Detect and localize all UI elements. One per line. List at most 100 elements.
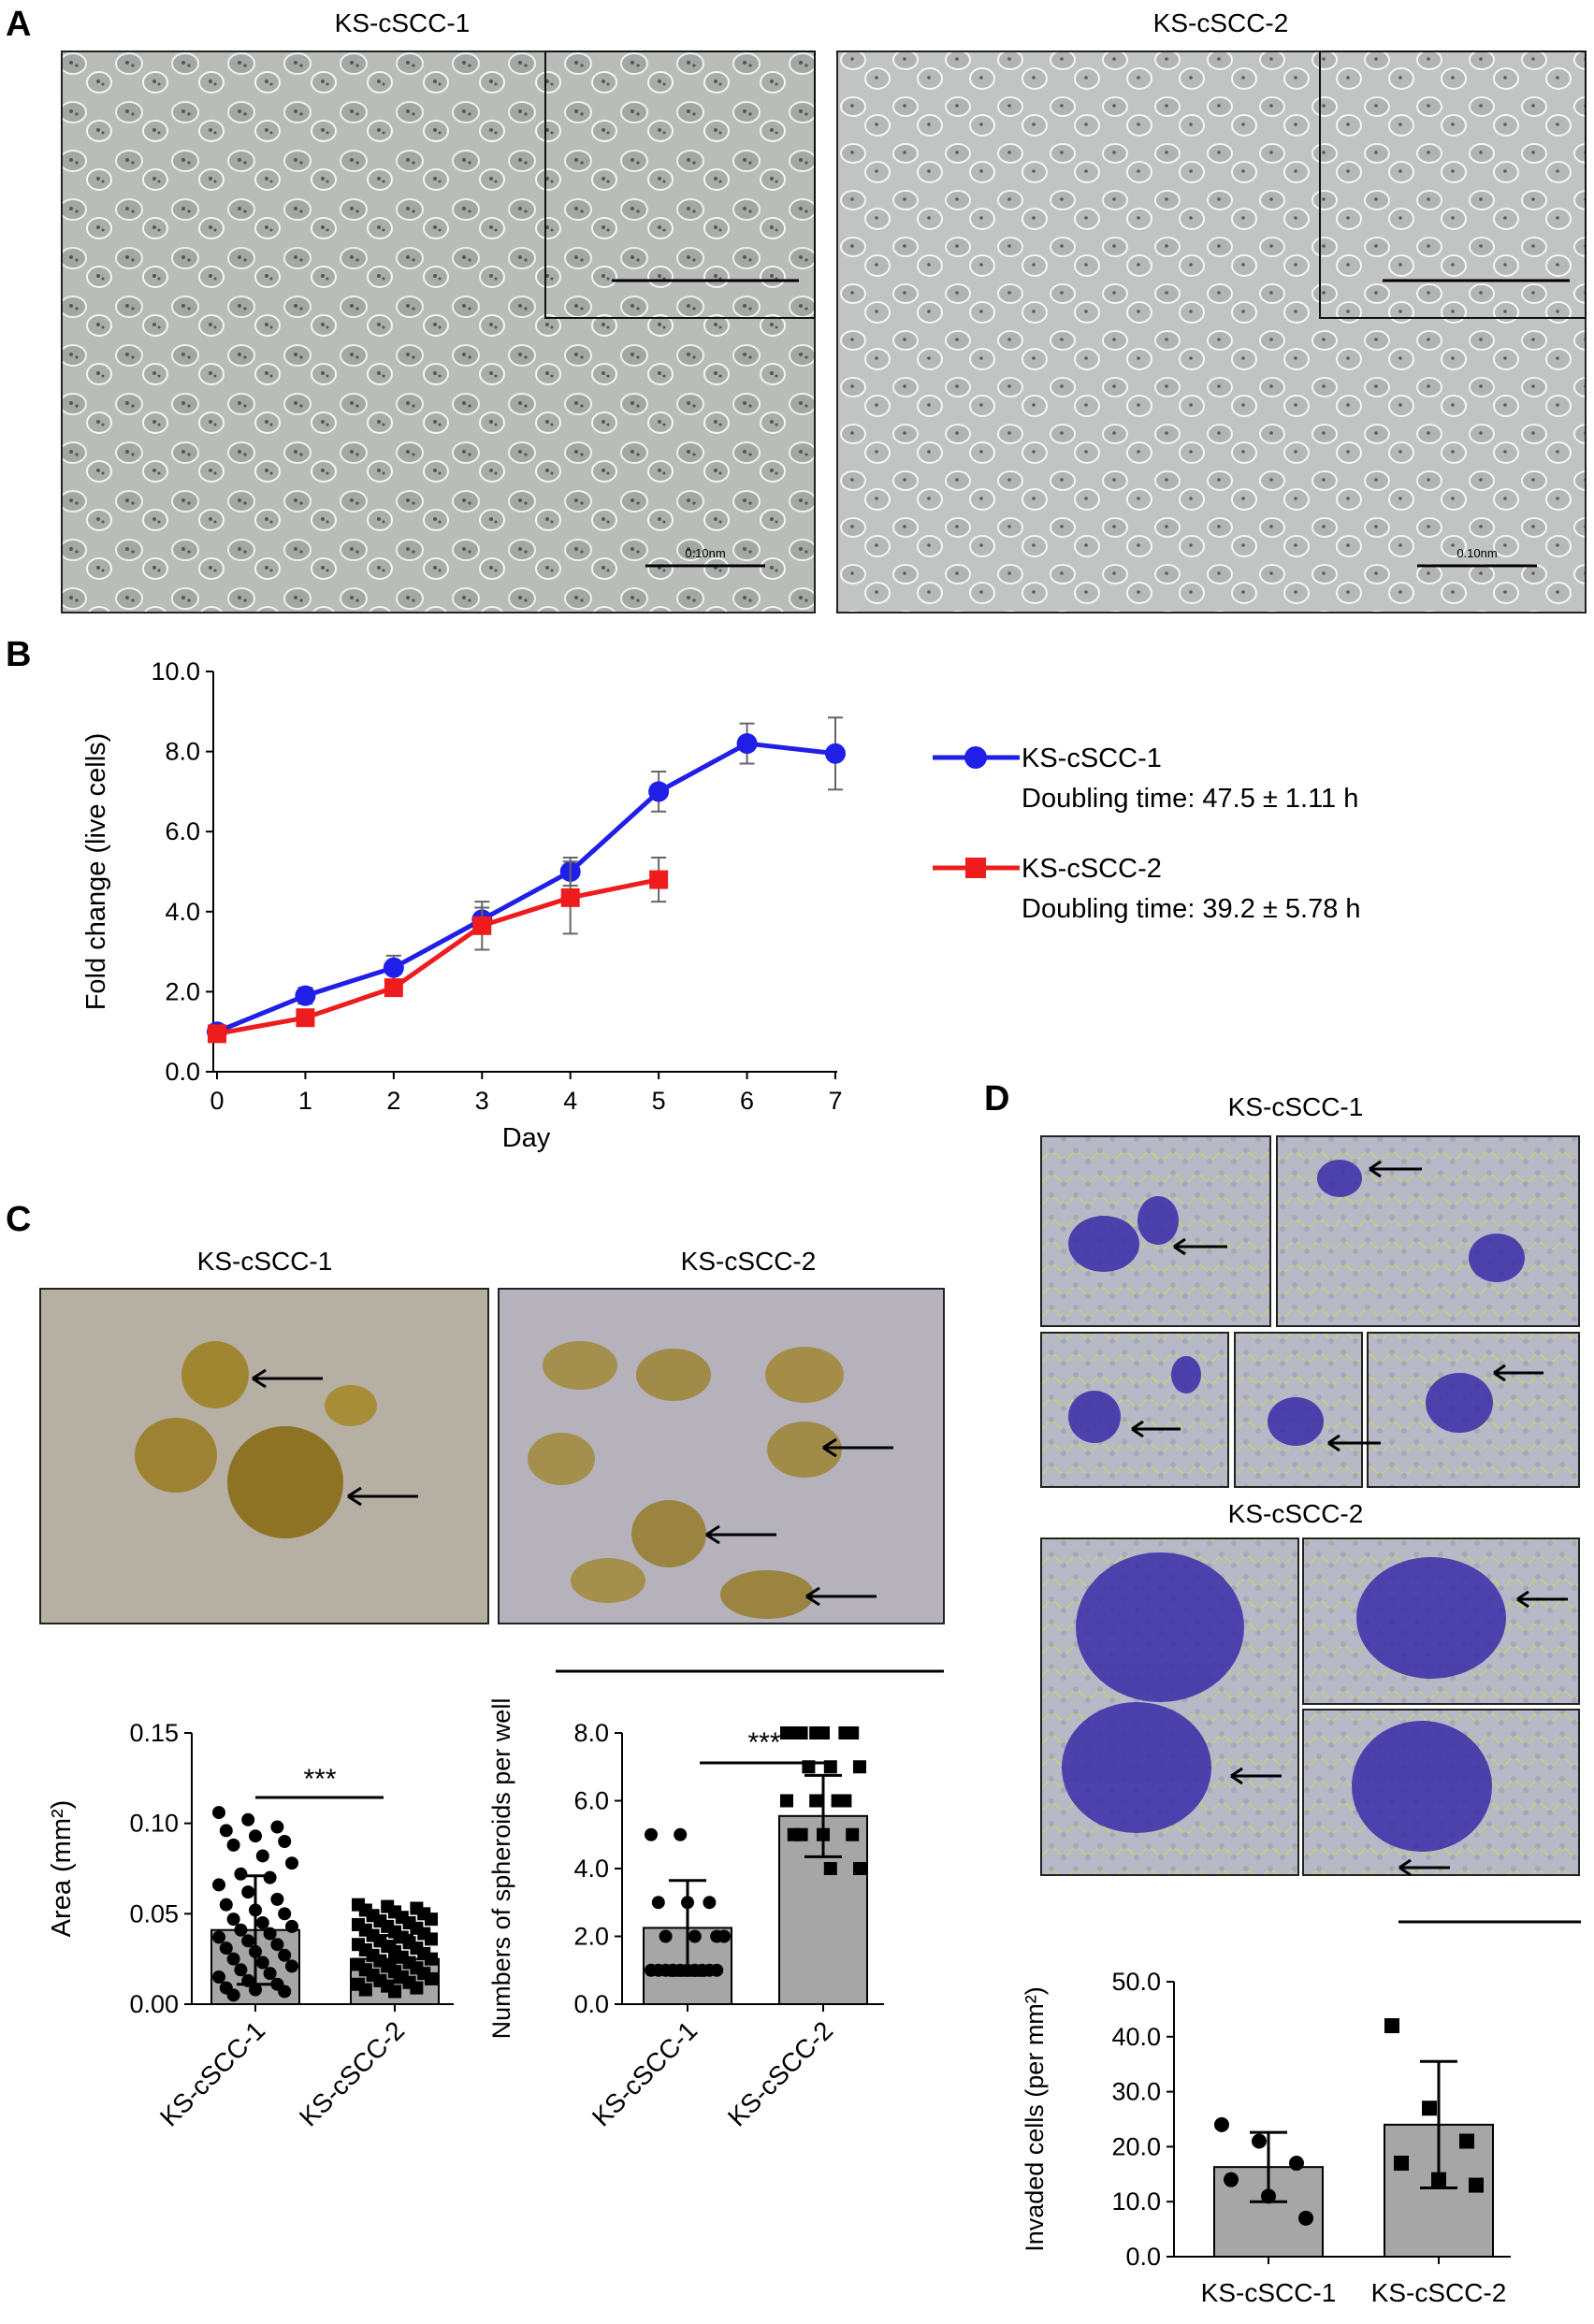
- y-tick-label: 4.0: [165, 898, 200, 926]
- invasion-images-ks-cscc-1: [1040, 1135, 1580, 1488]
- data-point-circle: [648, 781, 670, 802]
- data-point: [263, 1927, 277, 1941]
- data-point: [1384, 2018, 1399, 2034]
- data-point: [846, 1827, 860, 1841]
- data-point: [809, 1794, 823, 1808]
- data-point-square: [649, 870, 669, 889]
- y-tick-label: 0.0: [165, 1058, 200, 1086]
- data-point: [645, 1827, 658, 1841]
- data-point: [1422, 2100, 1437, 2116]
- panel-a-title-2: KS-cSCC-2: [1153, 8, 1289, 37]
- series-line-2: [216, 877, 659, 1036]
- data-point: [659, 1963, 673, 1977]
- x-tick-label: 1: [298, 1087, 312, 1115]
- data-point: [425, 1913, 438, 1927]
- data-point: [212, 1930, 225, 1944]
- y-tick-label: 0.15: [129, 1719, 179, 1747]
- data-point: [270, 1820, 284, 1834]
- y-tick-label: 4.0: [573, 1855, 609, 1883]
- data-point: [674, 1827, 688, 1841]
- panel-label-d: D: [984, 1079, 1009, 1119]
- data-point: [263, 1870, 277, 1884]
- data-point-square: [296, 1008, 315, 1028]
- data-point: [1224, 2172, 1239, 2187]
- data-point: [794, 1726, 808, 1739]
- y-tick-label: 0.00: [129, 1990, 179, 2018]
- data-point: [1394, 2156, 1409, 2172]
- x-category-label: KS-cSCC-1: [154, 2015, 270, 2131]
- y-tick-label: 10.0: [151, 657, 200, 686]
- data-point: [234, 1867, 248, 1881]
- x-axis-title: Day: [502, 1123, 551, 1153]
- y-tick-label: 30.0: [1111, 2078, 1161, 2106]
- y-tick-label: 2.0: [573, 1923, 609, 1951]
- y-axis-title: Invaded cells (per mm²): [1021, 1986, 1049, 2252]
- x-tick-label: 5: [652, 1087, 666, 1115]
- inset-zoom-2: [1319, 51, 1587, 319]
- legend-series-name: KS-cSCC-1: [1022, 743, 1162, 773]
- data-point-square: [384, 978, 403, 998]
- data-point: [226, 1913, 240, 1927]
- data-point: [270, 1938, 284, 1952]
- data-point: [234, 1923, 248, 1937]
- data-point: [255, 1956, 269, 1970]
- x-tick-label: 4: [563, 1087, 577, 1115]
- invasion-images-ks-cscc-2: [1040, 1537, 1580, 1877]
- panel-label-c: C: [6, 1200, 31, 1239]
- x-category-label: KS-cSCC-1: [1201, 2278, 1337, 2307]
- data-point: [278, 1985, 292, 1999]
- y-tick-label: 6.0: [573, 1787, 609, 1815]
- y-axis-title: Fold change (live cells): [81, 733, 111, 1011]
- scale-text-2: 0.10nm: [1456, 546, 1497, 560]
- y-axis-title: Numbers of spheroids per well: [487, 1698, 515, 2040]
- data-point: [234, 1963, 248, 1977]
- error-bar: [1250, 2130, 1287, 2203]
- x-category-label: KS-cSCC-1: [587, 2015, 703, 2131]
- data-point: [285, 1856, 298, 1870]
- significance-label: ***: [747, 1727, 780, 1758]
- data-point: [659, 1929, 673, 1943]
- x-category-label: KS-cSCC-2: [722, 2015, 838, 2131]
- x-tick-label: 6: [740, 1087, 754, 1115]
- data-point: [255, 1916, 269, 1929]
- panel-a-title-1: KS-cSCC-1: [335, 8, 471, 37]
- data-point: [425, 1952, 438, 1966]
- inset-zoom-1: [544, 51, 816, 319]
- y-tick-label: 10.0: [1111, 2187, 1161, 2216]
- data-point: [219, 1824, 233, 1838]
- data-point: [853, 1862, 866, 1875]
- data-point: [278, 1907, 292, 1921]
- y-tick-label: 8.0: [165, 738, 200, 766]
- panel-label-b: B: [6, 635, 31, 674]
- spheroid-count-bar-chart: 0.0 2.0 4.0 6.0 8.0 KS-cSCC-1 KS-cSCC-2 *** Numb…: [487, 1698, 884, 2132]
- data-point: [270, 1892, 284, 1906]
- y-tick-label: 0.0: [1125, 2243, 1161, 2271]
- y-tick-label: 20.0: [1111, 2132, 1161, 2160]
- x-category-label: KS-cSCC-2: [1371, 2278, 1507, 2307]
- data-point: [853, 1760, 866, 1774]
- x-tick-label: 3: [475, 1087, 489, 1115]
- x-tick-label: 2: [386, 1087, 400, 1115]
- y-tick-label: 2.0: [165, 977, 200, 1005]
- data-point: [226, 1952, 240, 1966]
- data-point: [817, 1726, 830, 1739]
- x-tick-label: 7: [828, 1087, 842, 1115]
- data-point: [688, 1929, 702, 1943]
- data-point: [226, 1988, 240, 2002]
- error-bar: [237, 1874, 274, 1986]
- error-bar: [804, 1773, 842, 1858]
- data-point: [219, 1941, 233, 1956]
- data-point: [410, 1981, 424, 1995]
- data-point: [358, 1983, 372, 1997]
- panel-c-title-2: KS-cSCC-2: [681, 1247, 817, 1276]
- data-point-circle: [736, 733, 758, 755]
- data-point: [823, 1862, 837, 1875]
- data-point: [241, 1812, 255, 1826]
- data-point: [241, 1885, 255, 1899]
- data-point: [780, 1794, 793, 1808]
- data-point: [1252, 2133, 1267, 2149]
- data-point: [688, 1963, 702, 1977]
- panel-d-title-1: KS-cSCC-1: [1228, 1092, 1364, 1121]
- area-bar-chart: 0.00 0.05 0.10 0.15 KS-cSCC-1 KS-cSCC-2 *** Are…: [47, 1719, 454, 2132]
- data-point: [710, 1963, 724, 1977]
